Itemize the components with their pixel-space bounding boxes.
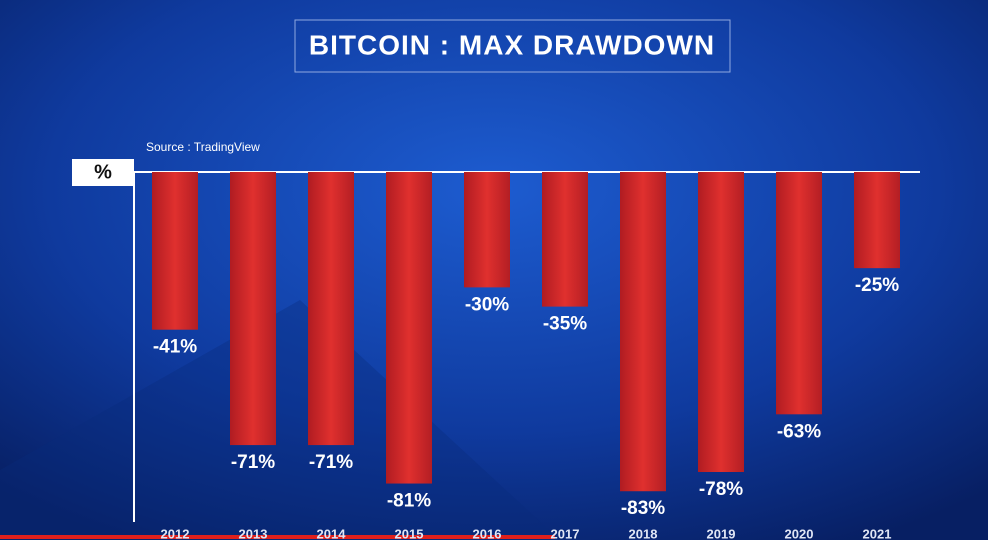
x-tick-label: 2013 bbox=[239, 526, 268, 540]
value-label: -41% bbox=[153, 337, 197, 358]
value-label: -25% bbox=[855, 275, 899, 296]
source-note: Source : TradingView bbox=[146, 140, 260, 154]
y-label-box bbox=[72, 159, 134, 186]
x-tick-label: 2020 bbox=[785, 526, 814, 540]
bar bbox=[230, 172, 276, 446]
x-tick-label: 2021 bbox=[863, 526, 892, 540]
bar bbox=[386, 172, 432, 484]
value-label: -35% bbox=[543, 314, 587, 335]
bar bbox=[542, 172, 588, 307]
y-axis-label: % bbox=[94, 161, 112, 183]
x-tick-label: 2018 bbox=[629, 526, 658, 540]
bar bbox=[464, 172, 510, 288]
bar bbox=[620, 172, 666, 492]
x-tick-label: 2015 bbox=[395, 526, 424, 540]
bar bbox=[854, 172, 900, 269]
value-label: -30% bbox=[465, 294, 509, 315]
x-tick-label: 2019 bbox=[707, 526, 736, 540]
value-label: -81% bbox=[387, 491, 431, 512]
value-label: -71% bbox=[231, 452, 275, 473]
value-label: -71% bbox=[309, 452, 353, 473]
value-label: -83% bbox=[621, 498, 665, 519]
x-tick-label: 2014 bbox=[317, 526, 347, 540]
x-tick-label: 2017 bbox=[551, 526, 580, 540]
value-label: -63% bbox=[777, 421, 821, 442]
x-tick-label: 2016 bbox=[473, 526, 502, 540]
title-box bbox=[294, 19, 731, 73]
bar bbox=[152, 172, 198, 330]
chart-title: BITCOIN : MAX DRAWDOWN bbox=[309, 29, 715, 60]
bar bbox=[308, 172, 354, 446]
value-label: -78% bbox=[699, 479, 743, 500]
bar bbox=[776, 172, 822, 415]
x-tick-label: 2012 bbox=[161, 526, 190, 540]
bar bbox=[698, 172, 744, 472]
